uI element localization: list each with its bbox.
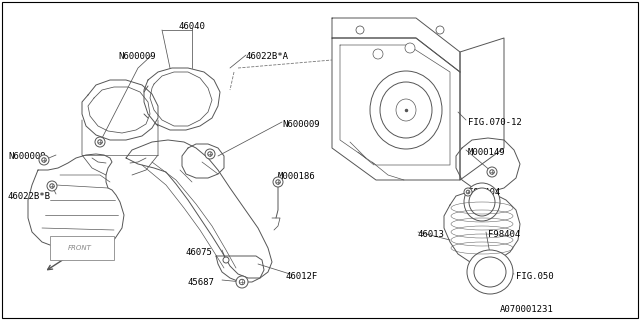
Text: 46075: 46075 (186, 248, 213, 257)
Circle shape (405, 43, 415, 53)
Polygon shape (332, 18, 460, 72)
Text: A070001231: A070001231 (500, 305, 554, 314)
Circle shape (205, 149, 215, 159)
Circle shape (356, 26, 364, 34)
Text: 46022B*A: 46022B*A (246, 52, 289, 61)
Circle shape (50, 184, 54, 188)
Text: M000149: M000149 (468, 148, 506, 157)
Polygon shape (444, 192, 520, 264)
Text: 45687: 45687 (188, 278, 215, 287)
Polygon shape (340, 45, 450, 165)
Ellipse shape (469, 188, 495, 216)
Text: N600009: N600009 (118, 52, 156, 61)
Text: M000186: M000186 (278, 172, 316, 181)
Circle shape (47, 181, 57, 191)
Text: FRONT: FRONT (68, 245, 92, 251)
Text: 46022B*B: 46022B*B (8, 192, 51, 201)
Text: 46040: 46040 (179, 22, 205, 31)
Polygon shape (28, 154, 124, 250)
Ellipse shape (370, 71, 442, 149)
Circle shape (239, 279, 244, 285)
Ellipse shape (474, 257, 506, 287)
Polygon shape (456, 138, 520, 192)
Circle shape (236, 276, 248, 288)
Circle shape (42, 158, 46, 162)
Polygon shape (126, 140, 272, 278)
Text: N600009: N600009 (282, 120, 319, 129)
Text: FIG.070-12: FIG.070-12 (468, 118, 522, 127)
Circle shape (487, 167, 497, 177)
Circle shape (39, 155, 49, 165)
Text: F98404: F98404 (488, 230, 520, 239)
Polygon shape (182, 144, 224, 178)
Text: FIG.050: FIG.050 (516, 272, 554, 281)
Circle shape (436, 26, 444, 34)
Polygon shape (216, 256, 264, 282)
Circle shape (276, 180, 280, 184)
Polygon shape (332, 38, 460, 180)
Ellipse shape (464, 183, 500, 221)
Polygon shape (144, 68, 220, 130)
Circle shape (373, 49, 383, 59)
Text: F98404: F98404 (468, 188, 500, 197)
Circle shape (464, 188, 472, 196)
Circle shape (223, 257, 229, 263)
Text: 46013: 46013 (418, 230, 445, 239)
Text: N600009: N600009 (8, 152, 45, 161)
Circle shape (98, 140, 102, 144)
Polygon shape (460, 38, 504, 180)
Circle shape (466, 190, 470, 194)
Ellipse shape (396, 99, 416, 121)
Circle shape (208, 152, 212, 156)
Text: 46012F: 46012F (285, 272, 317, 281)
Circle shape (273, 177, 283, 187)
Circle shape (95, 137, 105, 147)
Polygon shape (82, 80, 158, 140)
FancyBboxPatch shape (50, 236, 114, 260)
Ellipse shape (380, 82, 432, 138)
Ellipse shape (467, 250, 513, 294)
Circle shape (490, 170, 494, 174)
